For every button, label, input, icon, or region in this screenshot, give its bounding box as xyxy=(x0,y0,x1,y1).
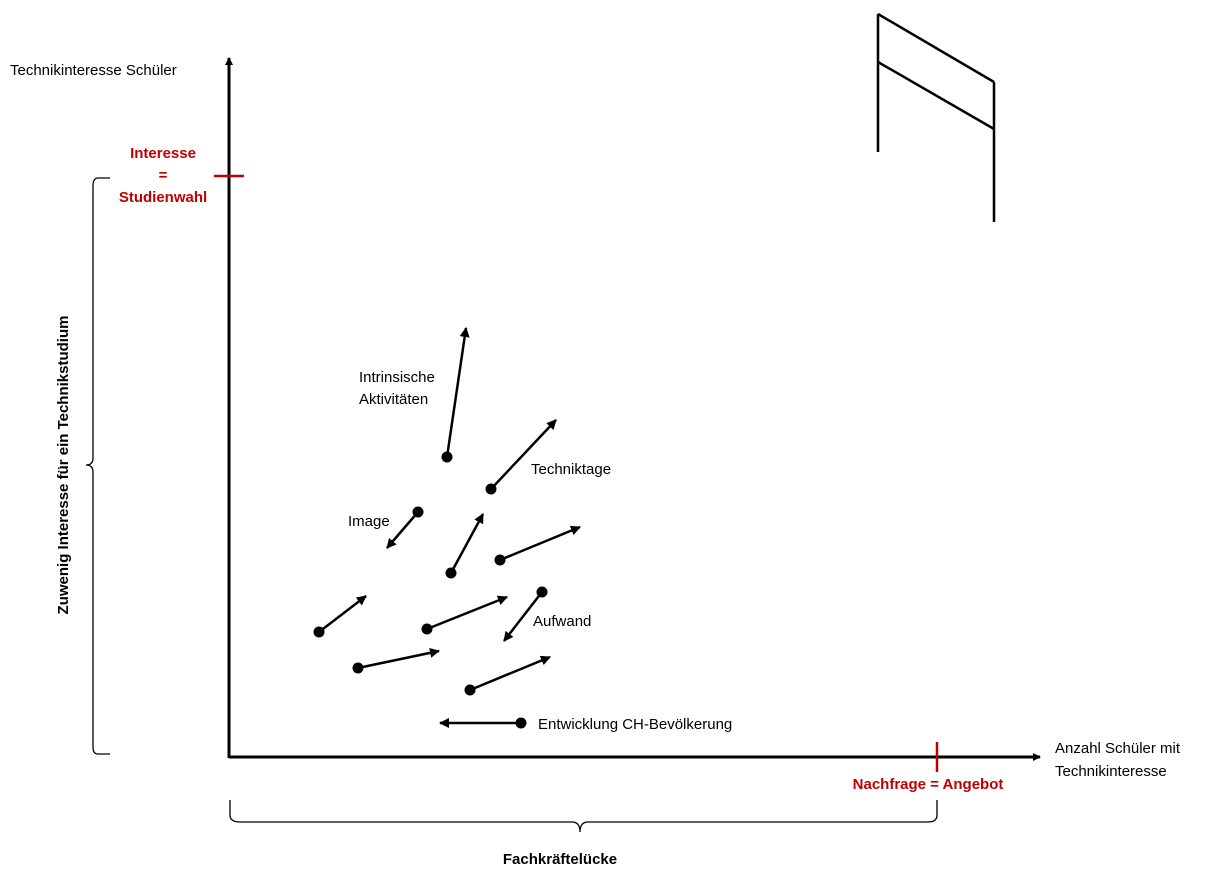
arrow-techniktage xyxy=(490,419,557,490)
arrow-image xyxy=(386,511,419,549)
dot-10 xyxy=(464,684,476,696)
arrow-9 xyxy=(357,647,440,670)
arrow-5 xyxy=(499,525,581,562)
label-intrinsic-line1: Intrinsische xyxy=(359,369,435,386)
label-population: Entwicklung CH-Bevölkerung xyxy=(538,716,732,733)
left-brace xyxy=(85,177,110,755)
arrow-aufwand xyxy=(503,591,543,642)
x-axis-label-line2: Technikinteresse xyxy=(1055,763,1167,780)
hurdle-icon xyxy=(876,12,996,222)
arrow-7 xyxy=(426,595,508,631)
arrow-origins xyxy=(313,451,548,729)
dot-techniktage xyxy=(485,483,497,495)
bottom-brace xyxy=(229,800,938,833)
dot-intrinsic xyxy=(441,451,453,463)
interest-label-line1: Interesse xyxy=(130,145,196,162)
dot-7 xyxy=(421,623,433,635)
left-brace-label: Zuwenig Interesse für ein Technikstudium xyxy=(55,316,72,615)
dot-9 xyxy=(352,662,364,674)
dot-image xyxy=(412,506,424,518)
arrow-intrinsic xyxy=(445,327,470,458)
label-aufwand: Aufwand xyxy=(533,613,591,630)
dot-6 xyxy=(313,626,325,638)
interest-label-line2: = xyxy=(159,167,168,184)
x-axis-label-line1: Anzahl Schüler mit xyxy=(1055,740,1181,757)
label-intrinsic-line2: Aktivitäten xyxy=(359,391,428,408)
label-techniktage: Techniktage xyxy=(531,461,611,478)
dot-aufwand xyxy=(536,586,548,598)
bottom-brace-label: Fachkräftelücke xyxy=(503,851,617,868)
interest-label-line3: Studienwahl xyxy=(119,189,207,206)
dot-population xyxy=(515,717,527,729)
dot-4 xyxy=(445,567,457,579)
factor-arrows xyxy=(318,327,581,728)
equilibrium-label: Nachfrage = Angebot xyxy=(853,776,1004,793)
arrow-4 xyxy=(449,513,485,574)
arrow-6 xyxy=(318,595,367,633)
arrow-10 xyxy=(469,655,551,692)
label-image: Image xyxy=(348,513,390,530)
y-axis-label: Technikinteresse Schüler xyxy=(10,62,177,79)
dot-5 xyxy=(494,554,506,566)
